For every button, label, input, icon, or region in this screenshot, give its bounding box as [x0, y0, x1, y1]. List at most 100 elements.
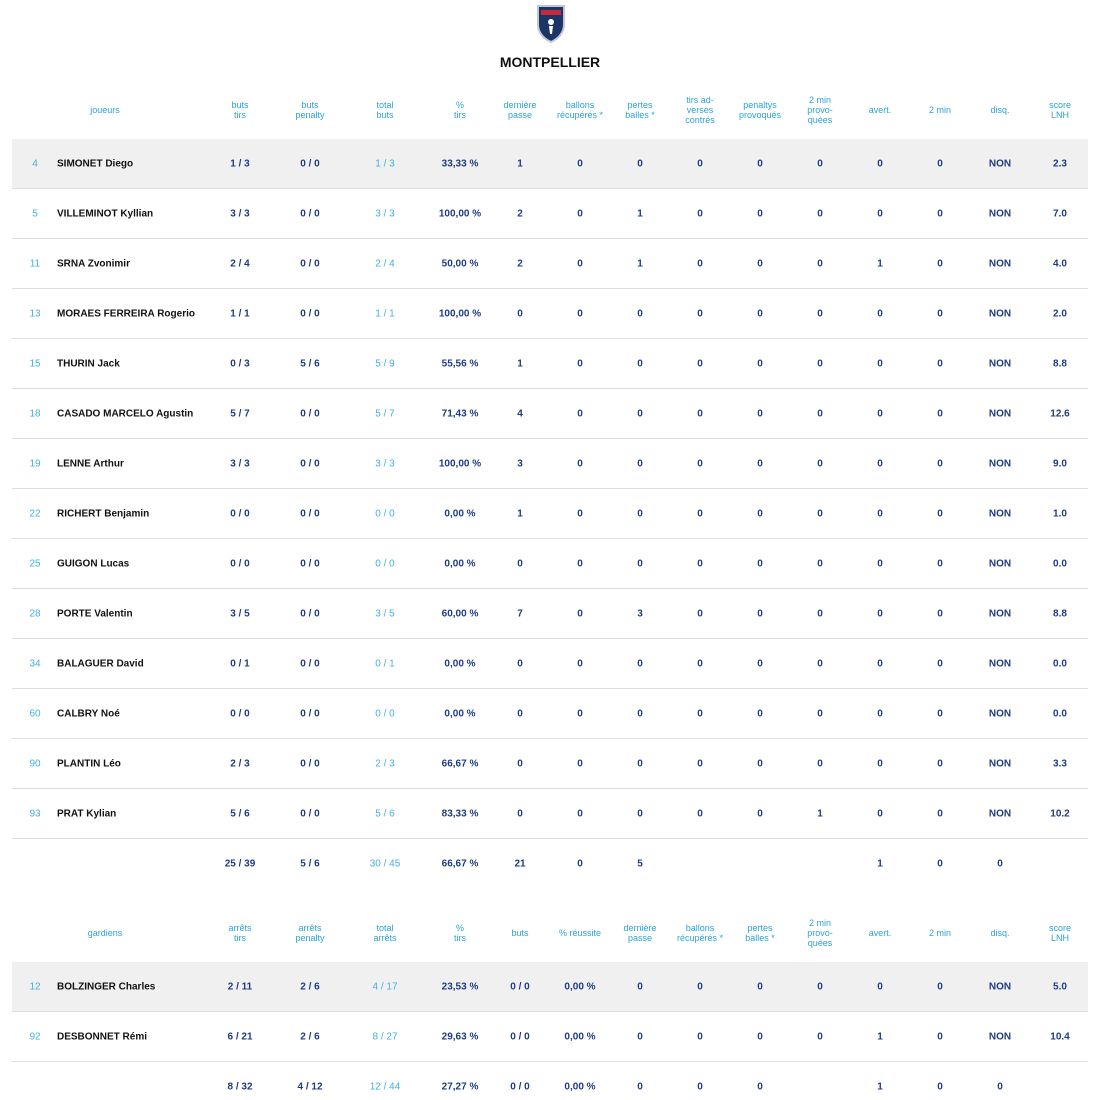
header-line: verses	[686, 105, 714, 115]
header-line: tirs	[454, 110, 466, 120]
stat-cell: 71,43 %	[441, 408, 479, 420]
column-header: dernière passe	[623, 923, 656, 943]
stat-cell: 10.4	[1050, 1031, 1070, 1043]
column-header: 2 min	[929, 928, 951, 938]
header-line: quées	[807, 938, 833, 948]
total-cell: 0	[997, 1081, 1003, 1093]
total-cell: 25 / 39	[224, 858, 256, 870]
stat-cell: NON	[988, 408, 1012, 420]
stat-cell: 0,00 %	[564, 1031, 596, 1043]
header-line: gardiens	[87, 928, 123, 938]
stat-cell: 0	[877, 658, 883, 670]
column-header: disq.	[990, 105, 1009, 115]
total-cell: 0 / 0	[510, 1081, 530, 1093]
header-line: buts	[511, 928, 529, 938]
stat-cell: 0	[937, 408, 943, 420]
table-row	[12, 389, 1088, 439]
stat-cell: 1	[517, 508, 523, 520]
header-line: balles *	[625, 110, 655, 120]
stat-cell: 0 / 0	[230, 558, 250, 570]
header-line: score	[1048, 100, 1072, 110]
table-row	[12, 789, 1088, 839]
stat-cell: 0	[697, 208, 703, 220]
stat-cell: 0	[877, 308, 883, 320]
header-line: pertes	[627, 100, 653, 110]
header-line: tirs	[233, 110, 246, 120]
table-row	[12, 689, 1088, 739]
column-header: 2 min provo-quées	[807, 918, 833, 948]
total-cell: 0	[937, 858, 943, 870]
player-name: BALAGUER David	[57, 658, 144, 670]
total-cell: 12 / 44	[369, 1081, 401, 1093]
header-line: LNH	[1050, 110, 1070, 120]
stat-cell: 0	[697, 158, 703, 170]
player-name: BOLZINGER Charles	[57, 981, 156, 993]
stat-cell: 7	[517, 608, 523, 620]
stat-cell: 0 / 0	[300, 408, 320, 420]
total-cell: 30 / 45	[369, 858, 401, 870]
stat-cell: 0	[697, 558, 703, 570]
stat-cell: 0	[877, 208, 883, 220]
stat-cell: 0.0	[1053, 558, 1067, 570]
column-header: buts penalty	[295, 100, 324, 120]
stat-cell: 3 / 3	[375, 458, 395, 470]
total-cell: 27,27 %	[441, 1081, 479, 1093]
stat-cell: 0	[637, 808, 643, 820]
stat-cell: 4 / 17	[372, 981, 398, 993]
player-number: 15	[29, 358, 41, 370]
stat-cell: 0	[817, 708, 823, 720]
column-header: ballons récupérés *	[677, 923, 723, 943]
stat-cell: 4	[517, 408, 523, 420]
player-name: VILLEMINOT Kyllian	[57, 208, 154, 220]
player-name: GUIGON Lucas	[57, 558, 130, 570]
stat-cell: 0	[817, 758, 823, 770]
stat-cell: 1 / 1	[230, 308, 250, 320]
stat-cell: 0 / 0	[300, 808, 320, 820]
stat-cell: 0	[757, 808, 763, 820]
stat-cell: 0	[937, 508, 943, 520]
stat-cell: 0	[937, 558, 943, 570]
stat-cell: 0	[817, 208, 823, 220]
stat-cell: 0	[517, 808, 523, 820]
player-name: THURIN Jack	[57, 358, 120, 370]
stat-cell: 1	[637, 208, 643, 220]
total-cell: 5	[637, 858, 643, 870]
column-header: arrêts penalty	[295, 923, 324, 943]
header-line: buts	[231, 100, 249, 110]
header-line: provoqués	[738, 110, 782, 120]
stat-cell: 0	[637, 558, 643, 570]
header-line: quées	[807, 115, 833, 125]
header-line: arrêts	[373, 933, 397, 943]
stat-cell: 0	[517, 708, 523, 720]
stat-cell: NON	[988, 158, 1012, 170]
player-name: MORAES FERREIRA Rogerio	[57, 308, 195, 320]
stat-cell: 0	[697, 608, 703, 620]
stat-cell: 0	[937, 608, 943, 620]
stat-cell: 0	[937, 158, 943, 170]
stat-cell: 3	[637, 608, 643, 620]
stat-cell: 0	[877, 608, 883, 620]
stat-cell: 100,00 %	[438, 458, 482, 470]
stat-cell: 0	[757, 308, 763, 320]
stat-cell: 0	[577, 558, 583, 570]
stat-cell: 8.8	[1053, 358, 1067, 370]
stat-cell: 0 / 0	[375, 708, 395, 720]
player-number: 28	[29, 608, 41, 620]
stat-cell: 8 / 27	[372, 1031, 398, 1043]
stat-cell: 0	[877, 458, 883, 470]
player-name: RICHERT Benjamin	[57, 508, 150, 520]
stat-cell: NON	[988, 558, 1012, 570]
stat-cell: 0,00 %	[564, 981, 596, 993]
stat-cell: 0	[757, 358, 763, 370]
stat-cell: 0,00 %	[444, 558, 476, 570]
stat-cell: 0	[577, 658, 583, 670]
stat-cell: 3	[517, 458, 523, 470]
stat-cell: 0	[637, 158, 643, 170]
stat-cell: 0	[697, 358, 703, 370]
player-number: 4	[32, 158, 38, 170]
header-line: récupérés *	[676, 933, 724, 943]
header-line: total	[376, 923, 394, 933]
column-header: total buts	[376, 100, 393, 120]
table-row	[12, 439, 1088, 489]
stat-cell: 10.2	[1050, 808, 1070, 820]
